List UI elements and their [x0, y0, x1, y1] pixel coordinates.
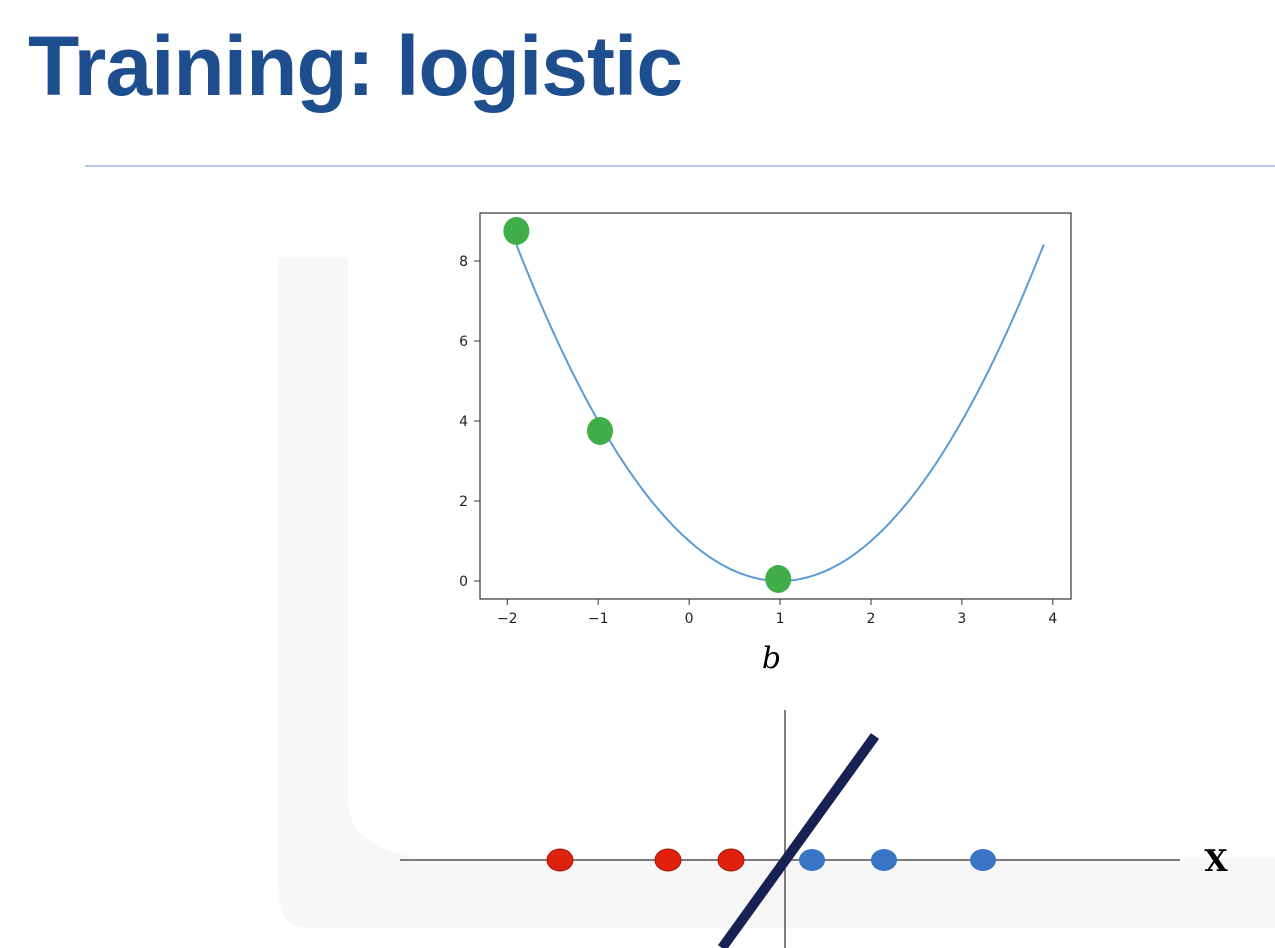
gradient-step-point [503, 217, 530, 245]
x-tick-label: 0 [685, 611, 694, 627]
x-variable-label: X [1204, 844, 1228, 879]
x-tick-label: −2 [497, 611, 518, 627]
gradient-step-point [587, 417, 614, 445]
title-divider [85, 165, 1275, 167]
blue-data-point [970, 849, 996, 871]
y-tick-label: 8 [459, 254, 468, 270]
x-tick-label: 4 [1048, 611, 1057, 627]
red-data-point [546, 848, 574, 872]
x-tick-label: 2 [867, 611, 876, 627]
x-axis-label: b [762, 641, 781, 676]
x-tick-label: 3 [957, 611, 966, 627]
plot-frame [479, 212, 1072, 600]
blue-data-point [799, 849, 825, 871]
red-data-point [717, 848, 745, 872]
blue-data-point [871, 849, 897, 871]
red-data-point [654, 848, 682, 872]
y-tick-label: 4 [459, 414, 468, 430]
x-tick-label: 1 [776, 611, 785, 627]
gradient-step-point [765, 565, 792, 593]
x-tick-label: −1 [588, 611, 609, 627]
y-tick-label: 0 [459, 574, 468, 590]
decision-boundary-line [717, 733, 880, 948]
y-tick-label: 2 [459, 494, 468, 510]
slide-title: Training: logistic [28, 19, 683, 113]
y-tick-label: 6 [459, 334, 468, 350]
